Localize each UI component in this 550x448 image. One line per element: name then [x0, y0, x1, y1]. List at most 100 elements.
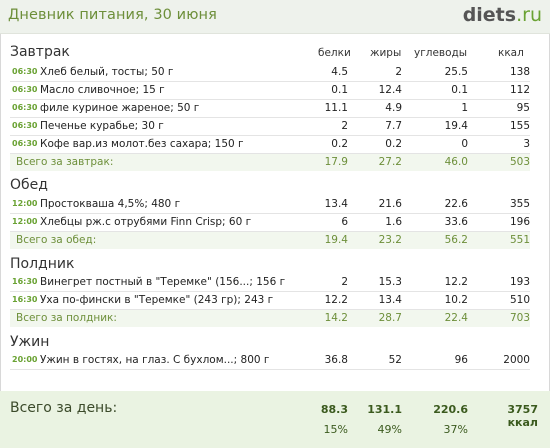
food-name[interactable]: Печенье курабье; 30 г	[40, 120, 164, 132]
food-protein: 13.4	[324, 198, 348, 210]
food-fat: 15.3	[378, 276, 402, 288]
food-carbs: 10.2	[444, 294, 468, 306]
meal-title-dinner: Ужин	[10, 334, 50, 350]
food-name[interactable]: Простокваша 4,5%; 480 г	[40, 198, 181, 210]
food-row[interactable]: 06:30 Печенье курабье; 30 г 2 7.7 19.4 1…	[10, 118, 530, 136]
food-row[interactable]: 12:00 Простокваша 4,5%; 480 г 13.4 21.6 …	[10, 196, 530, 214]
food-kcal: 2000	[503, 354, 530, 366]
food-name[interactable]: филе куриное жареное; 50 г	[40, 102, 200, 114]
column-kcal: ккал	[498, 47, 524, 59]
food-fat: 2	[395, 66, 402, 78]
food-fat: 4.9	[385, 102, 402, 114]
food-row[interactable]: 12:00 Хлебцы рж.с отрубями Finn Crisp; 6…	[10, 214, 530, 232]
total-kcal: 551	[509, 234, 530, 246]
total-protein: 17.9	[324, 156, 348, 168]
food-fat: 13.4	[378, 294, 402, 306]
food-row[interactable]: 20:00 Ужин в гостях, на глаз. С бухлом..…	[10, 352, 530, 370]
food-kcal: 112	[509, 84, 530, 96]
food-protein: 0.2	[331, 138, 348, 150]
meal-title-breakfast: Завтрак	[10, 44, 70, 60]
day-fat-percent: 49%	[377, 423, 402, 436]
food-row[interactable]: 16:30 Уха по-фински в "Теремке" (243 гр)…	[10, 292, 530, 310]
food-row[interactable]: 06:30 Хлеб белый, тосты; 50 г 4.5 2 25.5…	[10, 64, 530, 82]
food-fat: 0.2	[385, 138, 402, 150]
food-kcal: 95	[516, 102, 530, 114]
meal-title-lunch: Обед	[10, 177, 48, 193]
food-time: 06:30	[12, 121, 38, 130]
meal-total-snack: Всего за полдник: 14.2 28.7 22.4 703	[10, 310, 530, 327]
logo-main: diets	[462, 4, 517, 26]
food-kcal: 355	[509, 198, 530, 210]
food-time: 12:00	[12, 217, 38, 226]
meal-total-label: Всего за полдник:	[16, 312, 117, 324]
food-carbs: 1	[461, 102, 468, 114]
day-total-label: Всего за день:	[10, 400, 118, 416]
food-name[interactable]: Хлебцы рж.с отрубями Finn Crisp; 60 г	[40, 216, 252, 228]
food-row[interactable]: 06:30 Кофе вар.из молот.без сахара; 150 …	[10, 136, 530, 154]
food-time: 06:30	[12, 103, 38, 112]
food-protein: 11.1	[324, 102, 348, 114]
food-carbs: 19.4	[444, 120, 468, 132]
day-total-kcal: 3757 ккал	[507, 403, 538, 429]
food-fat: 7.7	[385, 120, 402, 132]
food-protein: 4.5	[331, 66, 348, 78]
food-kcal: 510	[509, 294, 530, 306]
food-protein: 2	[341, 120, 348, 132]
food-name[interactable]: Уха по-фински в "Теремке" (243 гр); 243 …	[40, 294, 274, 306]
food-row[interactable]: 06:30 филе куриное жареное; 50 г 11.1 4.…	[10, 100, 530, 118]
meal-title-snack: Полдник	[10, 256, 75, 272]
total-carbs: 22.4	[444, 312, 468, 324]
total-protein: 14.2	[324, 312, 348, 324]
food-time: 12:00	[12, 199, 38, 208]
food-kcal: 193	[509, 276, 530, 288]
food-carbs: 33.6	[444, 216, 468, 228]
food-name[interactable]: Винегрет постный в "Теремке" (156...; 15…	[40, 276, 286, 288]
food-carbs: 25.5	[444, 66, 468, 78]
food-protein: 12.2	[324, 294, 348, 306]
page-title: Дневник питания, 30 июня	[8, 7, 217, 23]
meal-total-label: Всего за завтрак:	[16, 156, 114, 168]
food-name[interactable]: Кофе вар.из молот.без сахара; 150 г	[40, 138, 244, 150]
food-carbs: 22.6	[444, 198, 468, 210]
meal-total-label: Всего за обед:	[16, 234, 97, 246]
day-protein-percent: 15%	[323, 423, 348, 436]
food-row[interactable]: 06:30 Масло сливочное; 15 г 0.1 12.4 0.1…	[10, 82, 530, 100]
food-carbs: 12.2	[444, 276, 468, 288]
total-carbs: 46.0	[444, 156, 468, 168]
total-kcal: 703	[509, 312, 530, 324]
food-time: 06:30	[12, 139, 38, 148]
meal-total-lunch: Всего за обед: 19.4 23.2 56.2 551	[10, 232, 530, 249]
food-name[interactable]: Масло сливочное; 15 г	[40, 84, 165, 96]
column-protein: белки	[318, 47, 351, 59]
day-total-fat: 131.1	[367, 403, 402, 416]
column-fat: жиры	[370, 47, 402, 59]
food-fat: 21.6	[378, 198, 402, 210]
food-protein: 2	[341, 276, 348, 288]
logo-tld: .ru	[516, 4, 542, 26]
food-protein: 0.1	[331, 84, 348, 96]
meal-total-breakfast: Всего за завтрак: 17.9 27.2 46.0 503	[10, 154, 530, 171]
site-logo[interactable]: diets.ru	[463, 4, 542, 26]
food-kcal: 196	[509, 216, 530, 228]
total-fat: 23.2	[378, 234, 402, 246]
total-fat: 28.7	[378, 312, 402, 324]
food-protein: 36.8	[324, 354, 348, 366]
total-fat: 27.2	[378, 156, 402, 168]
diary-header: Дневник питания, 30 июня diets.ru	[0, 0, 550, 34]
day-carbs-percent: 37%	[443, 423, 468, 436]
food-time: 20:00	[12, 355, 38, 364]
day-total-carbs: 220.6	[433, 403, 468, 416]
food-time: 06:30	[12, 67, 38, 76]
day-total-protein: 88.3	[320, 403, 348, 416]
food-time: 06:30	[12, 85, 38, 94]
food-carbs: 0.1	[451, 84, 468, 96]
food-name[interactable]: Хлеб белый, тосты; 50 г	[40, 66, 174, 78]
food-protein: 6	[341, 216, 348, 228]
food-time: 16:30	[12, 295, 38, 304]
total-kcal: 503	[509, 156, 530, 168]
food-row[interactable]: 16:30 Винегрет постный в "Теремке" (156.…	[10, 274, 530, 292]
food-name[interactable]: Ужин в гостях, на глаз. С бухлом...; 800…	[40, 354, 270, 366]
total-protein: 19.4	[324, 234, 348, 246]
food-kcal: 138	[509, 66, 530, 78]
food-time: 16:30	[12, 277, 38, 286]
